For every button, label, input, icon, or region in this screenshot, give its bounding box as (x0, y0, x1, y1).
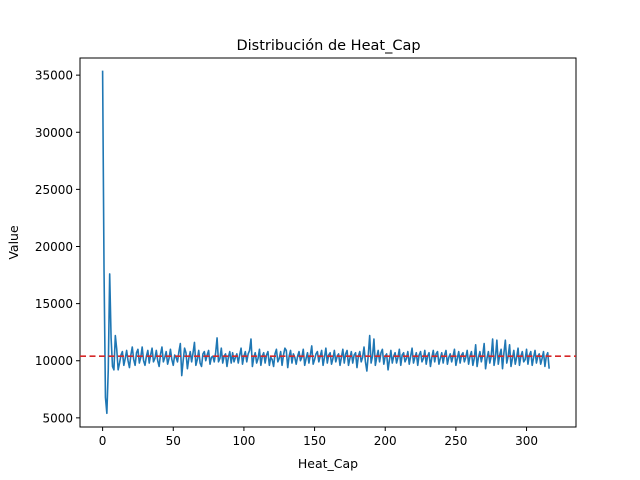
x-tick-label: 50 (166, 434, 181, 448)
y-tick-label: 10000 (35, 354, 73, 368)
y-tick-label: 30000 (35, 126, 73, 140)
y-tick-label: 15000 (35, 297, 73, 311)
y-tick-label: 20000 (35, 240, 73, 254)
x-tick-label: 100 (232, 434, 255, 448)
plot-area-frame (79, 57, 577, 428)
y-tick-label: 5000 (42, 411, 73, 425)
y-tick-label: 25000 (35, 183, 73, 197)
y-tick-label: 35000 (35, 69, 73, 83)
x-axis-label: Heat_Cap (298, 456, 358, 471)
y-axis-ticks: 5000 10000 15000 20000 25000 30000 35000 (35, 69, 80, 425)
x-tick-label: 300 (515, 434, 538, 448)
x-axis-ticks: 0 50 100 150 200 250 300 (99, 427, 538, 448)
chart-title: Distribución de Heat_Cap (236, 38, 420, 54)
x-tick-label: 250 (444, 434, 467, 448)
x-tick-label: 200 (374, 434, 397, 448)
series-line (101, 70, 550, 415)
x-tick-label: 0 (99, 434, 107, 448)
y-axis-label: Value (6, 225, 21, 260)
series-layer (101, 70, 550, 415)
x-tick-label: 150 (303, 434, 326, 448)
